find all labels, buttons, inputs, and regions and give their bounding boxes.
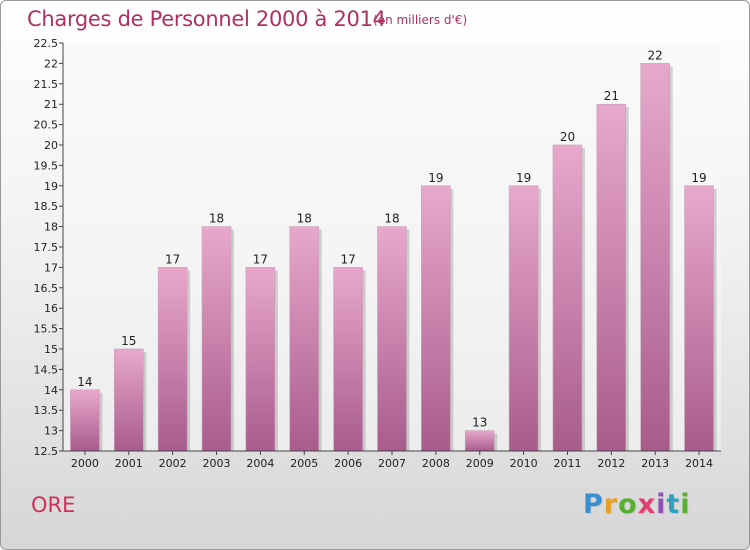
y-tick-label: 17 — [44, 261, 58, 274]
logo-letter: o — [618, 489, 638, 520]
bar-value-label: 14 — [77, 375, 92, 389]
y-tick-label: 13 — [44, 425, 58, 438]
y-tick-label: 14 — [44, 384, 58, 397]
chart-subtitle: (en milliers d'€) — [373, 13, 468, 27]
x-tick-label: 2009 — [466, 457, 494, 470]
bar-value-label: 15 — [121, 334, 136, 348]
y-tick-label: 20.5 — [34, 119, 59, 132]
x-tick-label: 2003 — [203, 457, 231, 470]
bar-value-label: 17 — [165, 252, 180, 266]
bar — [245, 267, 276, 452]
bar-value-label: 18 — [297, 212, 312, 226]
logo-letter: r — [603, 489, 619, 520]
y-tick-label: 22 — [44, 57, 58, 70]
bar — [552, 144, 583, 452]
x-tick-label: 2014 — [685, 457, 713, 470]
y-tick-label: 12.5 — [34, 445, 59, 458]
y-tick-label: 18 — [44, 221, 58, 234]
bar-value-label: 19 — [516, 171, 531, 185]
x-tick-label: 2013 — [641, 457, 669, 470]
y-tick-label: 18.5 — [34, 200, 59, 213]
x-tick-label: 2010 — [510, 457, 538, 470]
y-tick-label: 20 — [44, 139, 58, 152]
bar-value-label: 17 — [340, 252, 355, 266]
bar — [201, 226, 232, 452]
x-tick-label: 2005 — [290, 457, 318, 470]
y-tick-label: 13.5 — [34, 404, 59, 417]
bar-value-label: 18 — [209, 212, 224, 226]
x-tick-label: 2011 — [553, 457, 581, 470]
bars-group: 14 15 17 18 17 18 17 18 19 13 19 20 21 22 19 — [70, 48, 717, 452]
x-tick-label: 2004 — [246, 457, 274, 470]
x-tick-label: 2007 — [378, 457, 406, 470]
y-tick-label: 15.5 — [34, 323, 59, 336]
bar — [289, 226, 320, 452]
bar-value-label: 20 — [560, 130, 575, 144]
bar-value-label: 19 — [691, 171, 706, 185]
y-tick-label: 16 — [44, 302, 58, 315]
y-axis: 12.5 13 13.5 14 14.5 15 15.5 16 16.5 17 17.5 18 18.5… — [34, 37, 64, 458]
bar-value-label: 13 — [472, 416, 487, 430]
bar — [377, 226, 407, 452]
y-tick-label: 21 — [44, 98, 58, 111]
bar — [70, 389, 100, 452]
x-axis: 2000 2001 2002 2003 2004 2005 2006 2007 2008 2009… — [63, 450, 721, 470]
logo-letter: i — [656, 489, 667, 520]
y-tick-label: 21.5 — [34, 78, 59, 91]
chart-title: Charges de Personnel 2000 à 2014 — [27, 7, 386, 31]
bar — [596, 103, 627, 452]
commune-name: ORE — [31, 493, 76, 517]
y-tick-label: 19 — [44, 180, 58, 193]
y-tick-label: 19.5 — [34, 159, 59, 172]
y-tick-label: 15 — [44, 343, 58, 356]
bar — [640, 63, 671, 452]
proxiti-logo: Proxiti — [583, 489, 691, 520]
y-tick-label: 16.5 — [34, 282, 59, 295]
logo-letter: i — [680, 489, 691, 520]
bar-value-label: 18 — [384, 212, 399, 226]
bar — [157, 267, 188, 452]
bar — [684, 185, 714, 452]
bar-value-label: 21 — [604, 89, 619, 103]
bar-value-label: 17 — [253, 252, 268, 266]
bar-value-label: 19 — [428, 171, 443, 185]
x-tick-label: 2000 — [71, 457, 99, 470]
bar — [421, 185, 451, 452]
x-tick-label: 2008 — [422, 457, 450, 470]
bar-value-label: 22 — [648, 48, 663, 62]
y-tick-label: 17.5 — [34, 241, 59, 254]
bar — [464, 430, 495, 452]
bar — [333, 267, 363, 452]
bar — [114, 348, 144, 452]
x-tick-label: 2002 — [159, 457, 187, 470]
bar — [508, 185, 539, 452]
y-tick-label: 22.5 — [34, 37, 59, 50]
logo-letter: P — [583, 489, 604, 520]
y-tick-label: 14.5 — [34, 363, 59, 376]
x-tick-label: 2001 — [115, 457, 143, 470]
x-tick-label: 2012 — [597, 457, 625, 470]
logo-letter: t — [666, 489, 681, 520]
logo-letter: x — [637, 489, 657, 520]
x-tick-label: 2006 — [334, 457, 362, 470]
